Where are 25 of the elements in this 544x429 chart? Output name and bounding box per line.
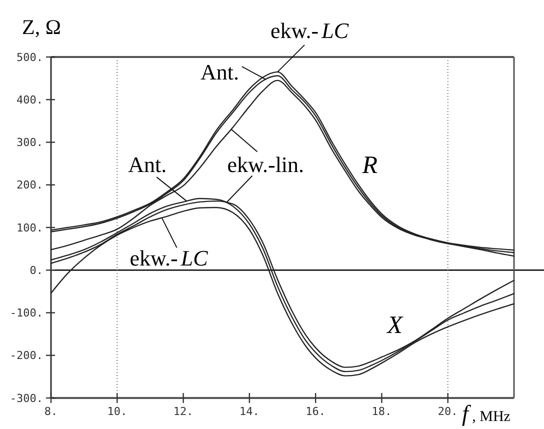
y-tick-label: -200.	[10, 349, 43, 362]
y-tick-label: -100.	[10, 306, 43, 320]
y-axis-title: Z, Ω	[22, 15, 61, 39]
x-tick-label: 12.	[173, 405, 194, 418]
x-tick-label: 16.	[306, 405, 326, 418]
annotation: Ant.	[128, 152, 167, 178]
y-tick-label: 200.	[16, 178, 43, 192]
y-tick-label: 100.	[16, 221, 43, 234]
x-axis-title: f , MHz	[462, 401, 511, 426]
y-tick-label: -300.	[10, 392, 43, 405]
x-tick-label: 8.	[44, 405, 58, 418]
annotation: ekw.-LC	[270, 18, 349, 43]
annotation: ekw.-lin.	[227, 152, 304, 177]
x-tick-label: 20.	[438, 405, 458, 418]
x-tick-label: 14.	[239, 405, 260, 418]
x-tick-label: 10.	[107, 405, 128, 418]
annotation: ekw.-LC	[130, 246, 208, 271]
y-tick-label: 300.	[16, 136, 43, 150]
annotation: X	[386, 312, 404, 340]
y-tick-label: 400.	[16, 93, 43, 106]
y-tick-label: 0.	[30, 264, 43, 277]
x-tick-label: 18.	[372, 405, 392, 418]
annotation: Ant.	[200, 60, 239, 85]
y-tick-label: 500.	[16, 50, 43, 64]
annotation: R	[361, 152, 378, 179]
